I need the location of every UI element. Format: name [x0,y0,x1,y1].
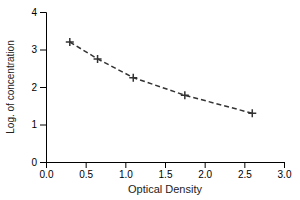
tick: 0 [31,157,46,168]
chart-container: 0.0 0.5 1.0 1.5 2.0 2.5 3.0 0 1 2 3 4 Optical Densit… [0,0,300,200]
tick-mark [244,162,245,168]
tick-mark [86,162,87,168]
tick: 0.5 [79,162,93,180]
tick-mark [40,162,46,163]
tick-label: 0.0 [40,169,54,180]
tick: 2 [31,82,46,93]
tick-label: 2.0 [198,169,212,180]
tick-label: 1.5 [159,169,173,180]
tick-mark [165,162,166,168]
y-axis-title: Log. of concentration [5,40,16,133]
line [70,42,252,113]
tick-mark [40,12,46,13]
tick: 4 [31,7,46,18]
tick: 3.0 [278,162,292,180]
tick-label: 0 [31,157,37,168]
tick: 1.5 [159,162,173,180]
tick-mark [40,125,46,126]
tick-mark [40,87,46,88]
tick-label: 1.0 [119,169,133,180]
plot: 0.0 0.5 1.0 1.5 2.0 2.5 3.0 0 1 2 3 4 Optical Densit… [5,7,292,195]
tick: 2.5 [238,162,252,180]
tick-mark [40,50,46,51]
marker [181,91,189,99]
axis-line [47,163,285,169]
tick-label: 3 [31,44,37,55]
tick-label: 1 [31,119,37,130]
series [66,38,256,117]
y-axis: 0 1 2 3 4 [31,7,46,168]
tick-label: 0.5 [79,169,93,180]
tick-label: 2.5 [238,169,252,180]
axis-line [40,13,47,163]
tick-mark [125,162,126,168]
marker [94,55,102,63]
chart: 0.0 0.5 1.0 1.5 2.0 2.5 3.0 0 1 2 3 4 Optical Densit… [0,0,300,200]
tick-label: 3.0 [278,169,292,180]
marker [66,38,74,46]
tick: 1 [31,119,46,130]
tick-mark [284,162,285,168]
tick: 1.0 [119,162,133,180]
tick-label: 2 [31,82,37,93]
x-axis-title: Optical Density [128,183,202,195]
tick: 0.0 [40,162,54,180]
tick: 3 [31,44,46,55]
tick-mark [205,162,206,168]
marker [129,74,137,82]
tick-label: 4 [31,7,37,18]
x-axis: 0.0 0.5 1.0 1.5 2.0 2.5 3.0 [40,162,292,180]
marker [248,109,256,117]
tick: 2.0 [198,162,212,180]
